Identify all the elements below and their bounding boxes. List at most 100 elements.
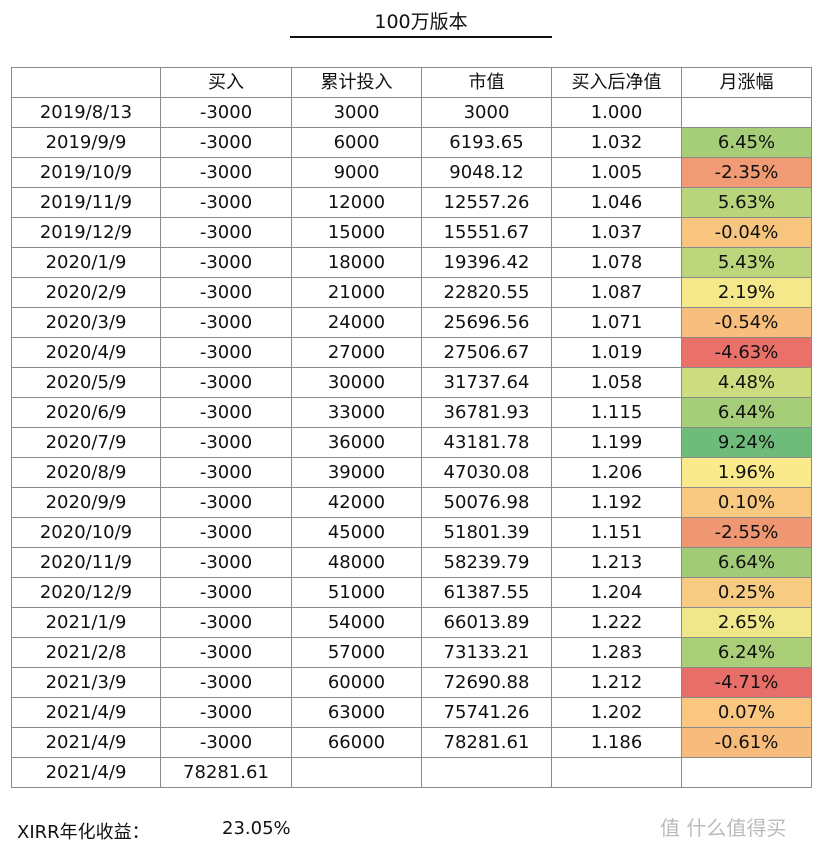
cell: 1.202 <box>551 697 682 728</box>
cell: 0.25% <box>681 577 812 608</box>
cell: 1.058 <box>551 367 682 398</box>
footer-label: XIRR年化收益： <box>17 822 150 843</box>
watermark: 值 什么值得买 <box>660 816 787 840</box>
row: 2019/11/9 -3000 12000 12557.26 1.046 5.63% <box>11 187 812 218</box>
cell: 2019/10/9 <box>11 157 161 188</box>
cell: 66000 <box>291 727 422 758</box>
cell <box>681 757 812 788</box>
cell: -3000 <box>160 217 292 248</box>
cell: 3000 <box>421 97 552 128</box>
cell: 6.44% <box>681 397 812 428</box>
cell: 9048.12 <box>421 157 552 188</box>
row: 2021/4/9 -3000 66000 78281.61 1.186 -0.61% <box>11 727 812 758</box>
cell: 1.000 <box>551 97 682 128</box>
cell: 2.19% <box>681 277 812 308</box>
cell: 36000 <box>291 427 422 458</box>
cell: -3000 <box>160 487 292 518</box>
cell: 2020/3/9 <box>11 307 161 338</box>
cell: 1.204 <box>551 577 682 608</box>
cell: -2.35% <box>681 157 812 188</box>
cell: 19396.42 <box>421 247 552 278</box>
cell: -3000 <box>160 577 292 608</box>
cell: 1.186 <box>551 727 682 758</box>
cell: 63000 <box>291 697 422 728</box>
cell: 2021/4/9 <box>11 757 161 788</box>
cell: 6.45% <box>681 127 812 158</box>
cell: 2019/9/9 <box>11 127 161 158</box>
cell: 12557.26 <box>421 187 552 218</box>
row: 2020/10/9 -3000 45000 51801.39 1.151 -2.55% <box>11 517 812 548</box>
cell: 9.24% <box>681 427 812 458</box>
row: 2019/10/9 -3000 9000 9048.12 1.005 -2.35% <box>11 157 812 188</box>
cell: 2021/2/8 <box>11 637 161 668</box>
footer-value: 23.05% <box>222 818 291 839</box>
cell: -3000 <box>160 247 292 278</box>
cell: 48000 <box>291 547 422 578</box>
cell: 50076.98 <box>421 487 552 518</box>
cell: 2021/4/9 <box>11 727 161 758</box>
cell: -3000 <box>160 307 292 338</box>
cell: 1.019 <box>551 337 682 368</box>
cell: 73133.21 <box>421 637 552 668</box>
cell: 1.206 <box>551 457 682 488</box>
row: 2020/5/9 -3000 30000 31737.64 1.058 4.48% <box>11 367 812 398</box>
cell: 0.10% <box>681 487 812 518</box>
cell: -2.55% <box>681 517 812 548</box>
row: 2019/9/9 -3000 6000 6193.65 1.032 6.45% <box>11 127 812 158</box>
cell: 45000 <box>291 517 422 548</box>
cell: -0.54% <box>681 307 812 338</box>
cell: 2020/9/9 <box>11 487 161 518</box>
cell: 25696.56 <box>421 307 552 338</box>
header-cell: 月涨幅 <box>681 67 812 98</box>
cell: 58239.79 <box>421 547 552 578</box>
cell: 1.046 <box>551 187 682 218</box>
cell: 1.199 <box>551 427 682 458</box>
cell: -0.04% <box>681 217 812 248</box>
header-cell <box>11 67 161 98</box>
row: 2021/4/9 78281.61 <box>11 757 812 788</box>
row: 2020/6/9 -3000 33000 36781.93 1.115 6.44% <box>11 397 812 428</box>
cell: 1.078 <box>551 247 682 278</box>
cell: 5.63% <box>681 187 812 218</box>
cell: 60000 <box>291 667 422 698</box>
cell: 5.43% <box>681 247 812 278</box>
header-cell: 买入后净值 <box>551 67 682 98</box>
cell: -4.63% <box>681 337 812 368</box>
cell <box>681 97 812 128</box>
row: 2019/8/13 -3000 3000 3000 1.000 <box>11 97 812 128</box>
cell: 75741.26 <box>421 697 552 728</box>
cell: 36781.93 <box>421 397 552 428</box>
cell: 1.283 <box>551 637 682 668</box>
cell: 47030.08 <box>421 457 552 488</box>
header-cell: 市值 <box>421 67 552 98</box>
cell: 2021/3/9 <box>11 667 161 698</box>
cell: 6.64% <box>681 547 812 578</box>
row: 2021/3/9 -3000 60000 72690.88 1.212 -4.71% <box>11 667 812 698</box>
cell: 57000 <box>291 637 422 668</box>
cell: -3000 <box>160 727 292 758</box>
cell: 1.222 <box>551 607 682 638</box>
cell: -3000 <box>160 457 292 488</box>
cell: 2021/4/9 <box>11 697 161 728</box>
cell: 2019/8/13 <box>11 97 161 128</box>
cell: 78281.61 <box>421 727 552 758</box>
cell: 2020/8/9 <box>11 457 161 488</box>
cell: 6193.65 <box>421 127 552 158</box>
row: 2021/2/8 -3000 57000 73133.21 1.283 6.24% <box>11 637 812 668</box>
cell: 2019/11/9 <box>11 187 161 218</box>
cell: 66013.89 <box>421 607 552 638</box>
cell: 12000 <box>291 187 422 218</box>
cell: -3000 <box>160 367 292 398</box>
cell: 9000 <box>291 157 422 188</box>
row: 2020/12/9 -3000 51000 61387.55 1.204 0.25% <box>11 577 812 608</box>
row: 2020/9/9 -3000 42000 50076.98 1.192 0.10% <box>11 487 812 518</box>
title: 100万版本 <box>290 8 552 38</box>
cell: -3000 <box>160 547 292 578</box>
cell: 27506.67 <box>421 337 552 368</box>
cell: 1.037 <box>551 217 682 248</box>
cell: 2020/5/9 <box>11 367 161 398</box>
cell: 1.115 <box>551 397 682 428</box>
cell: 1.087 <box>551 277 682 308</box>
cell: 2020/12/9 <box>11 577 161 608</box>
